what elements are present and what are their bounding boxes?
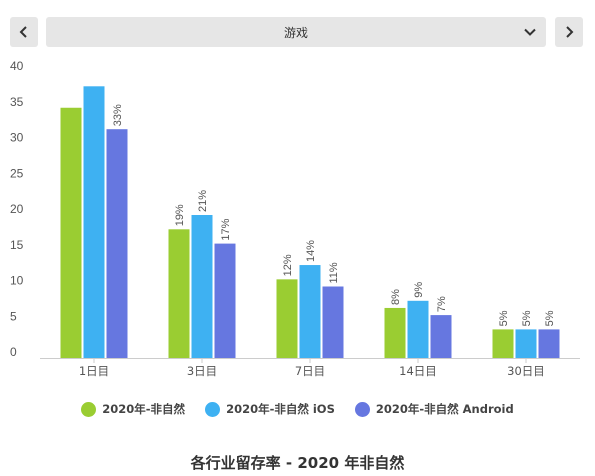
x-tick-label: 30日目 [507, 364, 545, 378]
data-label: 9% [413, 282, 425, 298]
legend-item[interactable]: 2020年-非自然 iOS [205, 401, 335, 417]
y-tick-label: 25 [10, 166, 24, 180]
y-tick-label: 15 [10, 238, 24, 252]
data-label: 11% [328, 262, 340, 283]
legend-item[interactable]: 2020年-非自然 [81, 401, 185, 417]
x-tick-label: 3日目 [187, 364, 217, 378]
retention-bar-chart: 0 5 10 15 20 25 30 35 40 33% 1日目 19% 21% 17% 3日目 12% 14%… [10, 59, 580, 378]
legend-item[interactable]: 2020年-非自然 Android [354, 401, 514, 417]
y-tick-label: 10 [10, 274, 24, 288]
y-tick-label: 5 [10, 309, 17, 323]
y-tick-label: 30 [10, 131, 24, 145]
data-label: 5% [544, 310, 556, 326]
bar [106, 129, 128, 358]
y-tick-label: 35 [10, 95, 24, 109]
bar [538, 329, 560, 358]
data-label: 12% [282, 254, 294, 276]
y-tick-label: 0 [10, 345, 17, 359]
legend-swatch [81, 401, 97, 417]
chevron-left-icon [19, 26, 27, 38]
y-tick-label: 40 [10, 59, 24, 73]
legend-swatch [205, 401, 221, 417]
bar [430, 315, 452, 358]
previous-button[interactable] [10, 17, 38, 47]
bar [492, 329, 514, 358]
data-label: 19% [174, 204, 186, 226]
data-label: 5% [498, 310, 510, 326]
legend-label: 2020年-非自然 [102, 402, 186, 416]
legend-swatch [354, 401, 370, 417]
bar [214, 243, 236, 358]
bar [299, 265, 321, 358]
chevron-down-icon [524, 28, 536, 36]
legend-label: 2020年-非自然 iOS [226, 402, 335, 416]
bar [384, 307, 406, 358]
data-label: 17% [220, 218, 232, 240]
bar [515, 329, 537, 358]
data-label: 21% [197, 190, 209, 212]
bar [83, 86, 105, 359]
x-tick-label: 7日目 [295, 364, 325, 378]
chart-title: 各行业留存率 - 2020 年非自然 [190, 454, 405, 472]
chart-legend: 2020年-非自然 2020年-非自然 iOS 2020年-非自然 Android [0, 401, 595, 417]
chevron-right-icon [566, 26, 574, 38]
data-label: 8% [390, 289, 402, 305]
x-tick-label: 14日目 [399, 364, 437, 378]
data-label: 7% [436, 296, 448, 312]
bar [60, 107, 82, 358]
industry-select[interactable]: 游戏 [46, 17, 546, 47]
bar [322, 286, 344, 358]
data-label: 33% [112, 104, 124, 126]
bar [276, 279, 298, 358]
bar [191, 215, 213, 358]
x-tick-label: 1日目 [79, 364, 109, 378]
y-tick-label: 20 [10, 202, 24, 216]
industry-select-value: 游戏 [283, 25, 308, 40]
data-label: 14% [305, 240, 317, 262]
data-label: 5% [521, 310, 533, 326]
bar [407, 300, 429, 358]
bar [168, 229, 190, 358]
legend-label: 2020年-非自然 Android [375, 402, 514, 416]
next-button[interactable] [555, 17, 583, 47]
